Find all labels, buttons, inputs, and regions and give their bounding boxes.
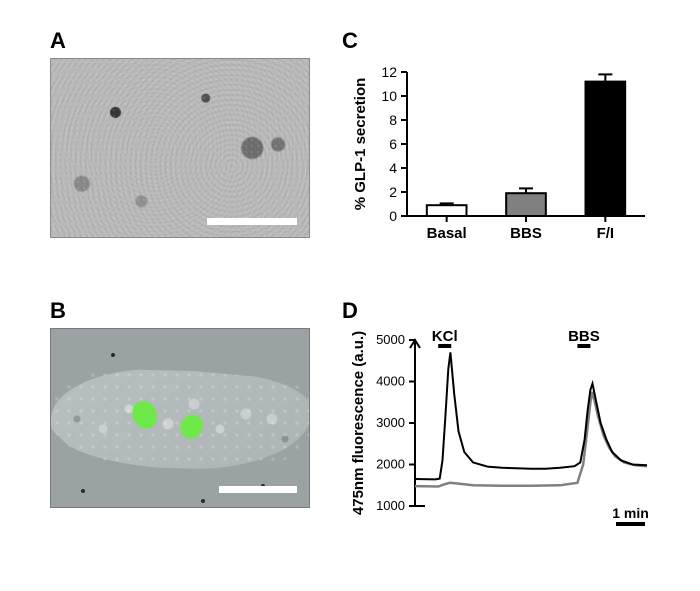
x-tick-label: F/I <box>597 225 615 242</box>
bar-basal <box>427 205 467 216</box>
panel-label-c: C <box>342 28 358 54</box>
y-tick-label: 10 <box>381 88 397 104</box>
y-tick-label: 3000 <box>376 415 405 430</box>
debris-dot <box>201 499 205 503</box>
panel-label-b: B <box>50 298 66 324</box>
stimulus-label-kcl: KCl <box>432 328 458 345</box>
y-tick-label: 2000 <box>376 457 405 472</box>
y-axis-label: % GLP-1 secretion <box>352 78 369 211</box>
stimulus-label-bbs: BBS <box>568 328 600 345</box>
micrograph-a <box>50 58 310 238</box>
y-tick-label: 6 <box>389 136 397 152</box>
y-tick-label: 0 <box>389 208 397 224</box>
y-tick-label: 12 <box>381 64 397 80</box>
y-tick-label: 5000 <box>376 332 405 347</box>
time-scalebar-label: 1 min <box>612 505 649 521</box>
bar-chart-glp1: 0 2 4 6 8 10 12 % GLP-1 secretion Basal BBS F/I <box>345 60 655 250</box>
panel-label-d: D <box>342 298 358 324</box>
debris-dot <box>111 353 115 357</box>
debris-dot <box>81 489 85 493</box>
x-tick-label: Basal <box>427 225 467 242</box>
x-tick-label: BBS <box>510 225 542 242</box>
y-tick-label: 4000 <box>376 374 405 389</box>
trace-non-L-cell <box>415 392 647 487</box>
y-tick-label: 8 <box>389 112 397 128</box>
bar-fi <box>586 82 626 216</box>
scalebar-b <box>219 486 297 493</box>
trace-L-cell <box>415 352 647 479</box>
panel-label-a: A <box>50 28 66 54</box>
y-tick-label: 1000 <box>376 498 405 513</box>
y-axis-label: 475nm fluorescence (a.u.) <box>350 331 367 515</box>
cell-cluster <box>51 369 310 469</box>
y-tick-label: 4 <box>389 160 397 176</box>
micrograph-b <box>50 328 310 508</box>
bar-bbs <box>506 193 546 216</box>
y-tick-label: 2 <box>389 184 397 200</box>
bar-chart-svg: 0 2 4 6 8 10 12 % GLP-1 secretion Basal BBS F/I <box>345 60 655 250</box>
trace-svg: 1000 2000 3000 4000 5000 475nm fluorescence (… <box>345 326 665 546</box>
fluorescence-trace: 1000 2000 3000 4000 5000 475nm fluorescence (… <box>345 326 665 546</box>
scalebar-a <box>207 218 297 225</box>
